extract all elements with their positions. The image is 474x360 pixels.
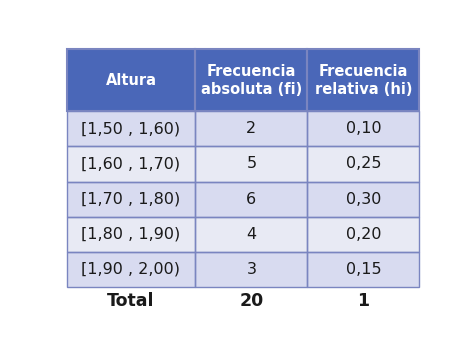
Text: 1: 1 bbox=[357, 292, 369, 310]
Bar bbox=[66, 147, 195, 181]
Bar bbox=[66, 111, 195, 147]
Text: [1,50 , 1,60): [1,50 , 1,60) bbox=[82, 121, 181, 136]
Text: 3: 3 bbox=[246, 262, 256, 277]
Bar bbox=[308, 217, 419, 252]
Bar bbox=[308, 49, 419, 111]
Bar bbox=[195, 111, 308, 147]
Bar bbox=[195, 252, 308, 287]
Bar bbox=[308, 181, 419, 217]
Bar bbox=[195, 252, 308, 287]
Bar bbox=[195, 49, 308, 111]
Bar bbox=[308, 217, 419, 252]
Bar bbox=[195, 181, 308, 217]
Bar bbox=[66, 49, 195, 111]
Text: 6: 6 bbox=[246, 192, 256, 207]
Text: 20: 20 bbox=[239, 292, 264, 310]
Bar bbox=[308, 252, 419, 287]
Text: 4: 4 bbox=[246, 227, 256, 242]
Bar bbox=[66, 287, 195, 315]
Text: 0,30: 0,30 bbox=[346, 192, 381, 207]
Bar bbox=[66, 181, 195, 217]
Text: 2: 2 bbox=[246, 121, 256, 136]
Bar bbox=[308, 252, 419, 287]
Bar bbox=[66, 147, 195, 181]
Text: 5: 5 bbox=[246, 157, 256, 171]
Bar bbox=[308, 111, 419, 147]
Bar bbox=[66, 111, 195, 147]
Bar bbox=[308, 147, 419, 181]
Text: Altura: Altura bbox=[105, 72, 156, 87]
Bar bbox=[308, 147, 419, 181]
Bar bbox=[195, 147, 308, 181]
Bar bbox=[308, 181, 419, 217]
Bar bbox=[308, 111, 419, 147]
Text: Frecuencia
absoluta (fi): Frecuencia absoluta (fi) bbox=[201, 63, 302, 96]
Bar bbox=[66, 181, 195, 217]
Text: [1,80 , 1,90): [1,80 , 1,90) bbox=[82, 227, 181, 242]
Bar bbox=[195, 181, 308, 217]
Text: [1,60 , 1,70): [1,60 , 1,70) bbox=[82, 157, 181, 171]
Bar bbox=[195, 217, 308, 252]
Bar bbox=[195, 49, 308, 111]
Bar bbox=[195, 217, 308, 252]
Text: [1,70 , 1,80): [1,70 , 1,80) bbox=[82, 192, 181, 207]
Text: 0,20: 0,20 bbox=[346, 227, 381, 242]
Text: 0,10: 0,10 bbox=[346, 121, 381, 136]
Bar bbox=[195, 147, 308, 181]
Bar bbox=[66, 217, 195, 252]
Bar bbox=[66, 49, 195, 111]
Text: 0,15: 0,15 bbox=[346, 262, 381, 277]
Bar bbox=[66, 252, 195, 287]
Bar bbox=[308, 49, 419, 111]
Bar bbox=[195, 287, 308, 315]
Text: 0,25: 0,25 bbox=[346, 157, 381, 171]
Bar bbox=[195, 111, 308, 147]
Text: Frecuencia
relativa (hi): Frecuencia relativa (hi) bbox=[315, 63, 412, 96]
Bar bbox=[66, 252, 195, 287]
Text: Total: Total bbox=[107, 292, 155, 310]
Text: [1,90 , 2,00): [1,90 , 2,00) bbox=[82, 262, 181, 277]
Bar bbox=[308, 287, 419, 315]
Bar bbox=[66, 217, 195, 252]
